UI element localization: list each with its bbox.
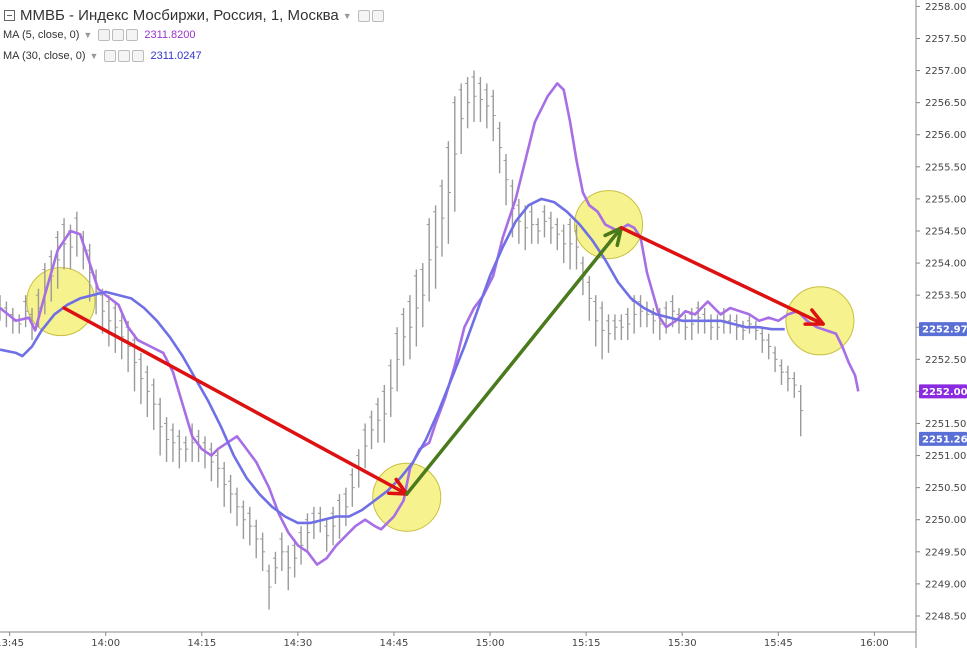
y-tick-label: 2257.00 [925, 66, 966, 77]
arrow-head [803, 308, 825, 326]
gear-icon[interactable] [371, 9, 384, 22]
indicator-row-ma5: MA (5, close, 0) ▼ 2311.8200 [3, 29, 196, 41]
y-tick-label: 2251.50 [925, 419, 966, 430]
x-tick-label: 14:00 [91, 638, 120, 648]
y-tick-label: 2251.00 [925, 451, 966, 462]
gear-icon[interactable] [118, 50, 131, 62]
ma30-line [0, 197, 785, 525]
price-label-text: 2252.00 [922, 387, 967, 398]
chevron-down-icon[interactable]: ▼ [342, 10, 352, 21]
indicator-row-ma30: MA (30, close, 0) ▼ 2311.0247 [3, 50, 202, 62]
highlight-circle [574, 190, 644, 260]
y-tick-label: 2248.50 [925, 611, 966, 622]
chevron-down-icon[interactable]: ▼ [89, 51, 99, 61]
collapse-icon[interactable] [4, 10, 15, 21]
eye-icon[interactable] [98, 29, 111, 41]
y-tick-label: 2252.50 [925, 355, 966, 366]
y-tick-label: 2256.00 [925, 130, 966, 141]
y-tick-label: 2249.00 [925, 579, 966, 590]
y-tick-label: 2258.00 [925, 2, 966, 13]
title-row: ММВБ - Индекс Мосбиржи, Россия, 1, Москв… [0, 7, 386, 24]
trend-arrow [405, 226, 624, 496]
eye-icon[interactable] [357, 9, 370, 22]
y-tick-label: 2255.00 [925, 194, 966, 205]
x-tick-label: 13:45 [0, 638, 24, 648]
y-tick-label: 2254.50 [925, 226, 966, 237]
price-label-box [919, 431, 967, 446]
x-tick-label: 15:15 [572, 638, 601, 648]
indicator-label[interactable]: MA (5, close, 0) [3, 29, 80, 41]
y-tick-label: 2249.50 [925, 547, 966, 558]
indicator-value: 2311.0247 [150, 50, 202, 62]
x-tick-label: 16:00 [860, 638, 889, 648]
y-tick-label: 2253.50 [925, 291, 966, 302]
indicator-value: 2311.8200 [144, 29, 196, 41]
gear-icon[interactable] [112, 29, 125, 41]
time-axis[interactable]: 13:45 14:00 14:15 14:30 14:45 15:00 15:15 15:30… [0, 631, 916, 648]
y-tick-label: 2250.50 [925, 483, 966, 494]
chevron-down-icon[interactable]: ▼ [83, 30, 93, 40]
indicator-label[interactable]: MA (30, close, 0) [3, 50, 86, 62]
y-tick-label: 2257.50 [925, 34, 966, 45]
close-icon[interactable] [126, 29, 139, 41]
x-tick-label: 15:45 [764, 638, 793, 648]
price-label-text: 2251.26 [922, 434, 967, 445]
price-label-box [919, 384, 967, 399]
highlight-circle [372, 462, 442, 532]
price-label-box [919, 322, 967, 337]
price-labels: 2252.97 2252.00 2251.26 [919, 322, 967, 446]
x-tick-label: 14:45 [380, 638, 409, 648]
x-tick-label: 15:00 [476, 638, 505, 648]
chart-title: ММВБ - Индекс Мосбиржи, Россия, 1, Москв… [20, 7, 339, 24]
close-icon[interactable] [132, 50, 145, 62]
trend-arrow [619, 226, 825, 326]
y-tick-label: 2256.50 [925, 98, 966, 109]
eye-icon[interactable] [104, 50, 117, 62]
highlight-circle [26, 267, 96, 337]
x-tick-label: 14:30 [283, 638, 312, 648]
price-label-text: 2252.97 [922, 325, 967, 336]
y-tick-label: 2254.00 [925, 259, 966, 270]
x-tick-label: 14:15 [187, 638, 216, 648]
x-tick-label: 15:30 [668, 638, 697, 648]
annotation-circles [26, 190, 855, 532]
moving-average-lines [0, 82, 860, 566]
y-tick-label: 2255.50 [925, 162, 966, 173]
ma5-line [0, 82, 860, 566]
trend-arrow [62, 306, 409, 496]
annotation-arrows [62, 226, 825, 496]
y-tick-label: 2250.00 [925, 515, 966, 526]
